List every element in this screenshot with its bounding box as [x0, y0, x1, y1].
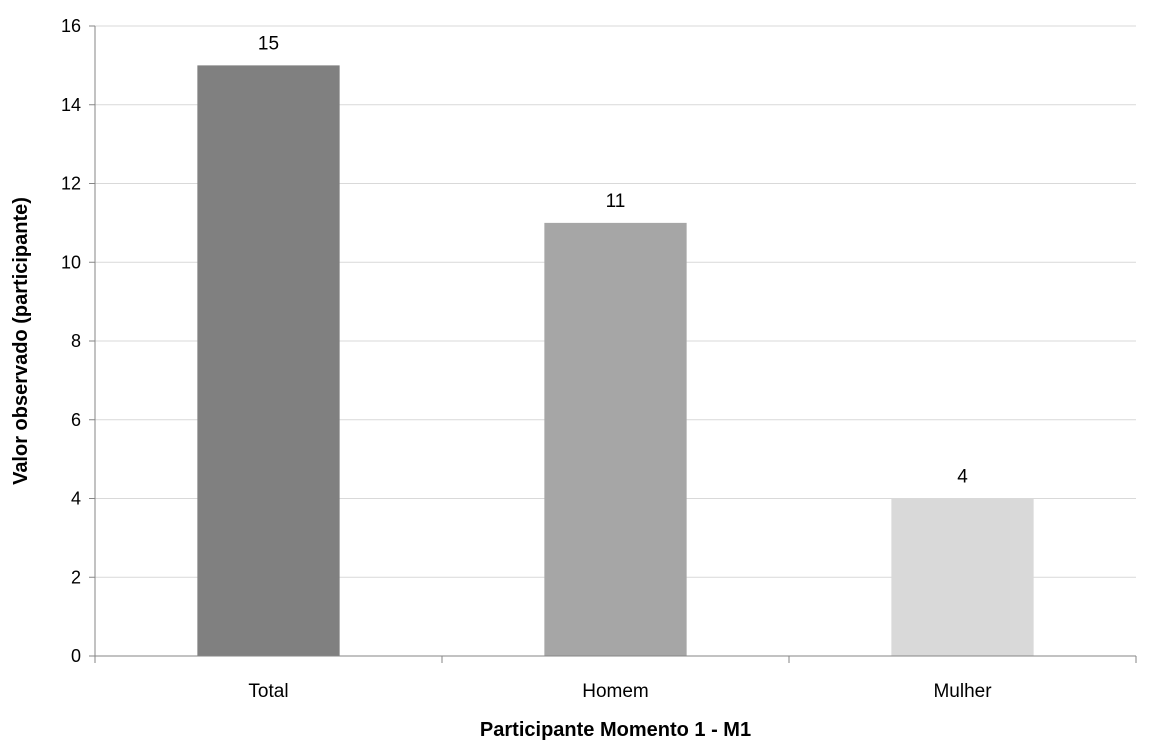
- bar-homem: [544, 222, 687, 656]
- axes: [89, 25, 1137, 663]
- y-tick-labels: 0 2 4 6 8 10 12 14 16: [61, 16, 81, 666]
- bars: [197, 65, 1034, 656]
- x-tick-label: Total: [248, 681, 288, 702]
- y-axis-title: Valor observado (participante): [10, 197, 32, 485]
- y-tick-label: 16: [61, 16, 81, 36]
- y-tick-label: 14: [61, 95, 81, 115]
- y-tick-label: 2: [71, 567, 81, 587]
- data-label: 4: [957, 467, 968, 488]
- y-tick-label: 6: [71, 410, 81, 430]
- y-tick-label: 4: [71, 489, 81, 509]
- data-labels: 15 11 4: [258, 33, 968, 487]
- x-tick-label: Mulher: [933, 681, 992, 702]
- x-tick-labels: Total Homem Mulher: [248, 681, 992, 702]
- x-axis-title: Participante Momento 1 - M1: [480, 719, 751, 741]
- y-tick-label: 10: [61, 252, 81, 272]
- x-tick-label: Homem: [582, 681, 649, 702]
- bar-total: [197, 65, 340, 656]
- data-label: 15: [258, 33, 279, 54]
- data-label: 11: [606, 191, 626, 212]
- bar-mulher: [891, 498, 1034, 656]
- y-tick-label: 12: [61, 174, 81, 194]
- y-tick-label: 8: [71, 331, 81, 351]
- y-tick-label: 0: [71, 646, 81, 666]
